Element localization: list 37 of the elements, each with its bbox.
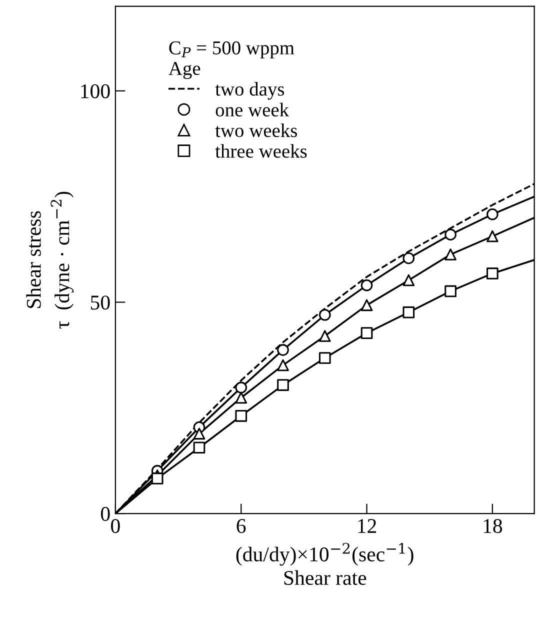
text: (du/dy)×10$^{−2}$(sec$^{−1}$) Shear rate <box>236 542 414 585</box>
point <box>360 327 373 339</box>
point <box>318 352 331 364</box>
point <box>444 248 456 260</box>
point <box>193 428 206 440</box>
legend-label: two days <box>215 82 284 100</box>
x-tick-label: 12 <box>358 519 376 533</box>
point <box>318 330 331 342</box>
legend-label: one week <box>216 102 290 116</box>
point <box>360 299 373 312</box>
point <box>402 306 415 318</box>
y-tick-label: 0 <box>100 506 110 521</box>
point <box>402 252 415 264</box>
point <box>277 359 289 372</box>
point <box>486 230 498 242</box>
legend-label: two weeks <box>215 123 297 138</box>
point <box>360 279 373 292</box>
point <box>402 274 415 286</box>
x-tick-label: 6 <box>236 519 246 534</box>
point <box>486 268 498 280</box>
point <box>277 379 289 391</box>
point <box>444 285 456 298</box>
point <box>444 228 456 240</box>
y-axis-title: Shear stress τ (dyne · cm$^{−2}$) <box>26 192 74 329</box>
x-tick-label: 0 <box>111 519 120 534</box>
y-tick-label: 50 <box>90 296 110 310</box>
point <box>235 382 248 394</box>
point <box>486 208 498 220</box>
point <box>318 308 331 321</box>
point <box>235 392 248 404</box>
point <box>193 442 206 454</box>
point <box>151 472 164 484</box>
x-tick-label: 18 <box>484 519 502 534</box>
y-tick-label: 100 <box>81 84 110 98</box>
legend-label: three weeks <box>215 144 307 158</box>
point <box>277 344 289 356</box>
point <box>235 410 248 422</box>
